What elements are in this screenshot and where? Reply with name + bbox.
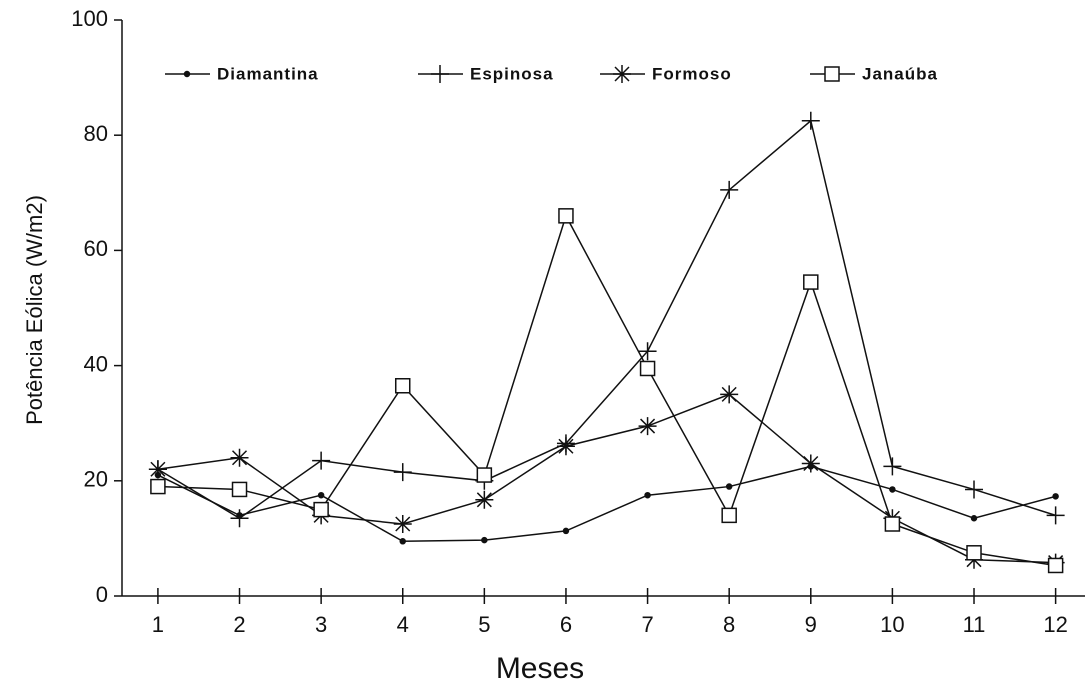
legend-label: Janaúba [862,64,938,83]
x-tick-label: 7 [641,612,653,637]
marker [393,515,412,533]
x-tick-label: 11 [963,612,986,637]
x-tick-label: 9 [805,612,817,637]
marker [884,516,901,532]
marker [562,527,570,535]
x-tick-label: 12 [1043,612,1067,637]
marker [558,208,574,224]
marker [431,65,449,83]
marker [1052,493,1059,500]
marker [393,463,412,482]
marker [721,507,737,524]
x-tick-label: 1 [152,612,164,637]
x-tick-label: 2 [233,612,245,637]
marker [966,545,982,561]
marker [476,467,493,483]
x-axis-label: Meses [496,652,584,685]
marker [230,448,249,467]
marker [889,486,896,493]
series-line [157,119,1056,520]
marker [481,536,488,544]
x-tick-label: 6 [560,612,572,637]
marker [313,501,329,518]
marker [183,70,191,78]
marker [970,514,978,522]
marker [399,538,406,545]
marker [725,483,733,490]
y-tick-label: 60 [84,236,108,261]
marker [231,481,248,498]
marker [801,111,820,130]
legend-label: Formoso [652,64,732,83]
marker [720,180,739,199]
y-tick-label: 100 [71,6,108,31]
marker [148,460,167,479]
marker [556,437,575,456]
marker [312,451,331,470]
y-tick-label: 20 [84,467,108,492]
marker [965,480,984,499]
legend-label: Espinosa [470,64,554,83]
marker [317,491,325,499]
x-tick-label: 8 [723,612,735,637]
y-tick-label: 40 [84,351,108,376]
marker [1046,506,1065,525]
series-line [157,465,1056,543]
marker [801,454,820,473]
marker [803,274,819,290]
series-line [157,393,1056,564]
marker [475,490,494,509]
marker [394,378,411,394]
marker [638,417,657,436]
y-tick-label: 0 [96,582,108,607]
series-line [157,213,1056,567]
x-tick-label: 3 [315,612,327,637]
marker [150,478,166,495]
marker [720,385,739,404]
y-tick-label: 80 [84,121,108,146]
x-tick-label: 10 [880,612,904,637]
marker [1047,557,1064,574]
marker [883,457,902,476]
marker [613,65,631,83]
legend-label: Diamantina [217,64,319,83]
marker [824,66,840,82]
marker [230,509,249,528]
marker [638,342,657,361]
marker [644,491,651,499]
x-tick-label: 4 [397,612,409,637]
marker [639,360,656,377]
y-axis-label: Potência Eólica (W/m2) [22,195,47,425]
x-tick-label: 5 [478,612,490,637]
